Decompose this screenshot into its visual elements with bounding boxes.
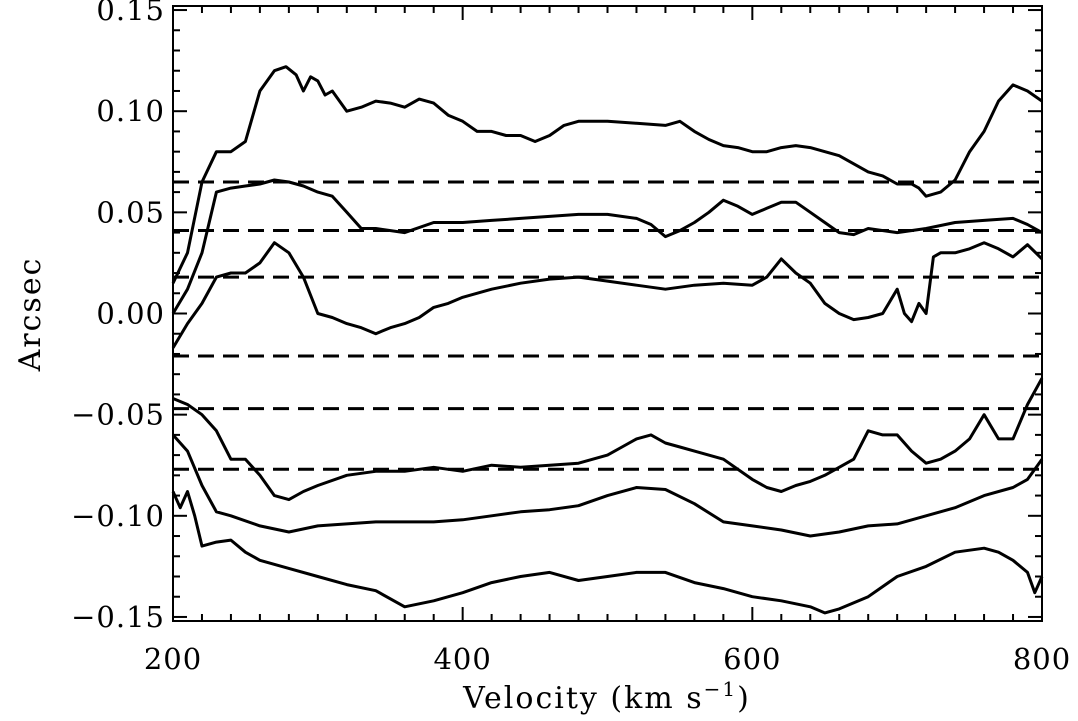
y-tick-label: −0.15 — [71, 600, 165, 634]
series-line-3 — [171, 241, 1044, 349]
x-axis-label-exponent: −1 — [704, 677, 737, 701]
y-tick-label: 0.10 — [96, 94, 165, 128]
y-tick-label: 0.15 — [96, 0, 165, 27]
tick-labels-layer: 200 400 600 800 −0.15 −0.10 −0.05 0.00 0.05 0.10 0… — [71, 0, 1071, 676]
x-tick-label: 600 — [723, 642, 781, 676]
x-axis-label: Velocity (km s−1) — [462, 677, 751, 716]
reference-lines-layer — [173, 180, 1042, 471]
x-tick-label: 200 — [144, 642, 202, 676]
y-tick-label: −0.05 — [71, 398, 165, 432]
series-lines-layer — [171, 65, 1044, 615]
y-tick-label: 0.05 — [96, 195, 165, 229]
x-tick-label: 400 — [433, 642, 491, 676]
y-tick-label: −0.10 — [71, 499, 165, 533]
x-axis-label-main: Velocity (km s — [462, 681, 704, 716]
y-axis-label: Arcsec — [13, 257, 48, 373]
y-tick-label: 0.00 — [96, 297, 165, 331]
x-axis-label-close: ) — [737, 681, 751, 716]
series-line-4 — [172, 377, 1044, 502]
x-tick-label: 800 — [1013, 642, 1071, 676]
series-line-6 — [171, 490, 1044, 615]
series-line-2 — [171, 178, 1043, 315]
series-line-1 — [171, 65, 1043, 284]
series-line-5 — [171, 433, 1044, 538]
axis-ticks-layer — [172, 6, 1043, 621]
